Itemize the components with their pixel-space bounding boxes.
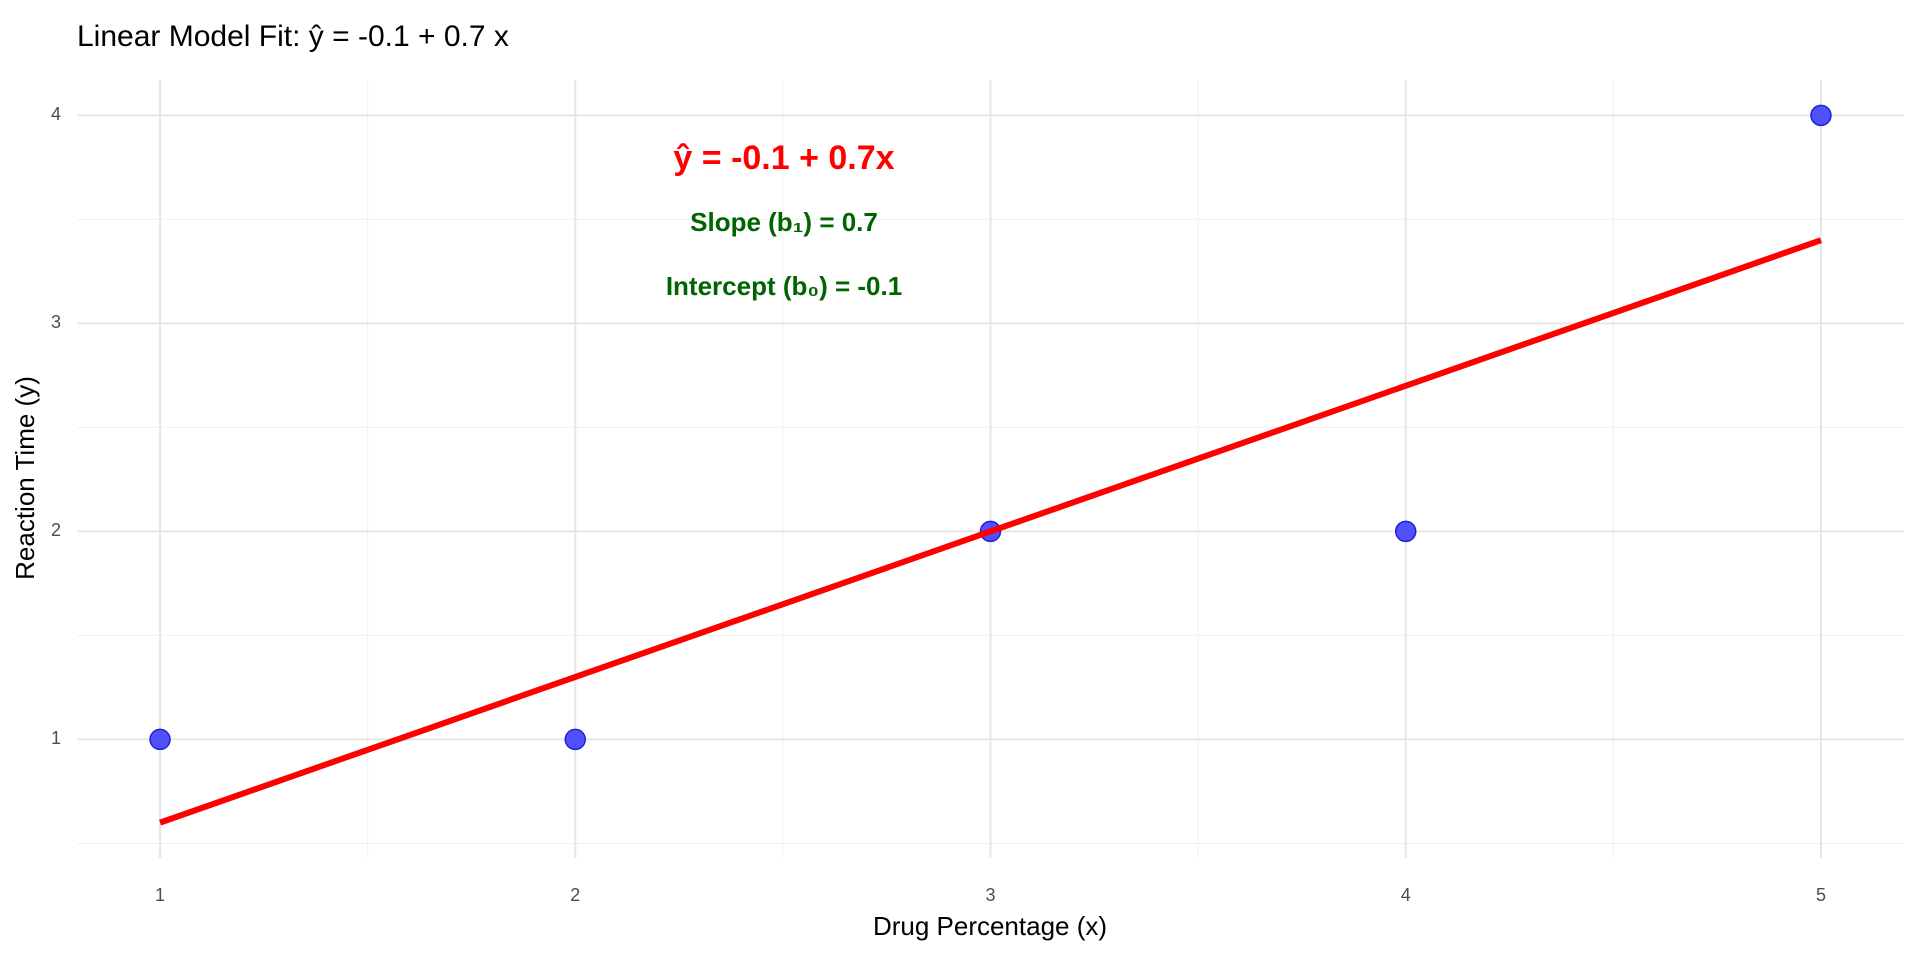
data-point — [564, 728, 587, 751]
annotation: Slope (b₁) = 0.7 — [690, 207, 878, 237]
data-point — [1810, 104, 1832, 127]
annotation: Intercept (b₀) = -0.1 — [666, 271, 902, 301]
data-point — [149, 728, 171, 751]
x-tick-label: 4 — [1401, 885, 1411, 905]
annotation: ŷ = -0.1 + 0.7x — [673, 139, 894, 177]
fit-line — [159, 237, 1822, 826]
y-axis-title: Reaction Time (y) — [10, 376, 40, 580]
x-tick-label: 1 — [155, 885, 165, 905]
y-tick-label: 4 — [51, 104, 61, 124]
x-tick-label: 3 — [985, 885, 995, 905]
y-tick-label: 3 — [51, 312, 61, 332]
data-point — [1394, 520, 1417, 543]
x-tick-label: 2 — [570, 885, 580, 905]
x-axis-title: Drug Percentage (x) — [873, 911, 1107, 941]
chart-title: Linear Model Fit: ŷ = -0.1 + 0.7 x — [77, 20, 509, 53]
y-tick-label: 2 — [51, 520, 61, 540]
x-tick-label: 5 — [1816, 885, 1826, 905]
y-tick-label: 1 — [51, 728, 61, 748]
